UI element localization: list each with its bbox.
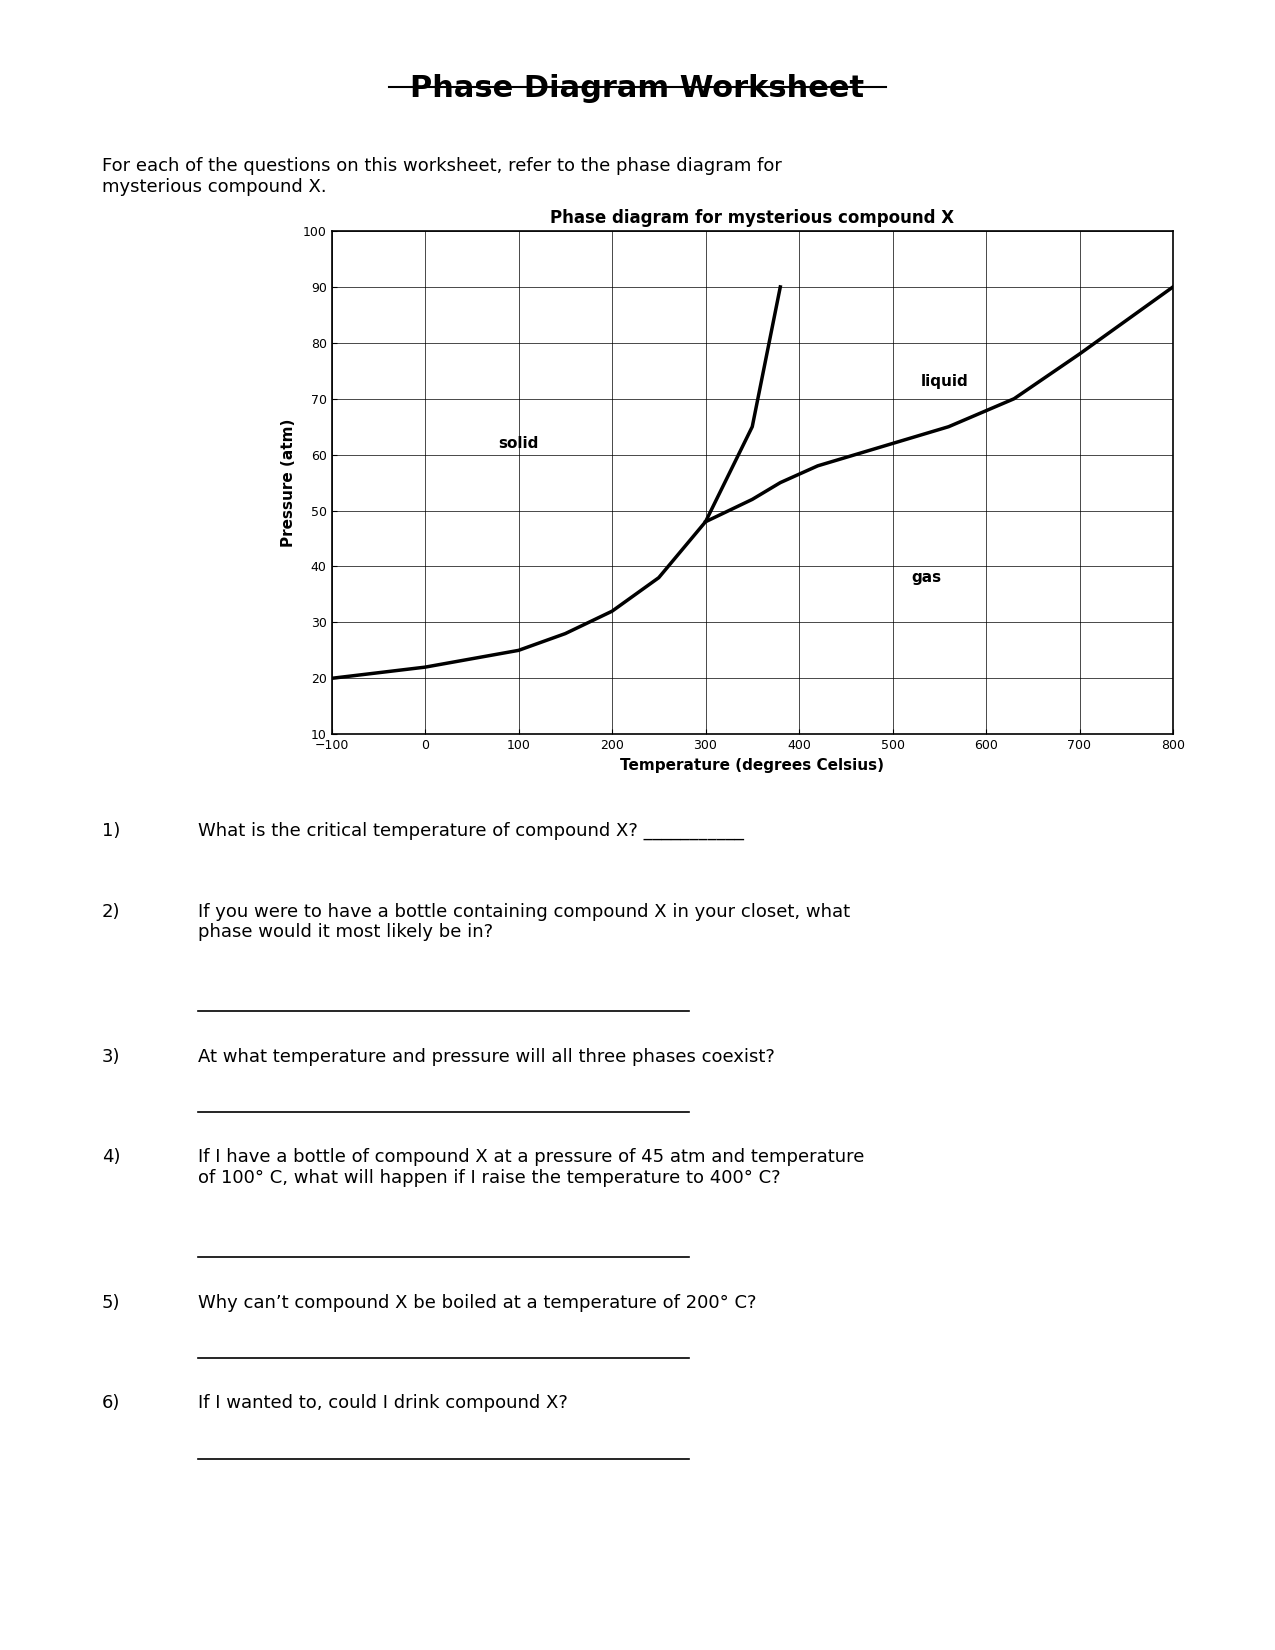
Text: What is the critical temperature of compound X? ___________: What is the critical temperature of comp… [198,822,743,840]
Y-axis label: Pressure (atm): Pressure (atm) [280,419,296,546]
Text: solid: solid [499,436,538,450]
Text: 3): 3) [102,1048,121,1066]
Title: Phase diagram for mysterious compound X: Phase diagram for mysterious compound X [551,208,954,226]
Text: At what temperature and pressure will all three phases coexist?: At what temperature and pressure will al… [198,1048,774,1066]
Text: 5): 5) [102,1294,121,1312]
Text: 2): 2) [102,903,121,921]
Text: Why can’t compound X be boiled at a temperature of 200° C?: Why can’t compound X be boiled at a temp… [198,1294,756,1312]
Text: If I have a bottle of compound X at a pressure of 45 atm and temperature
of 100°: If I have a bottle of compound X at a pr… [198,1148,864,1188]
Text: 1): 1) [102,822,120,840]
Text: For each of the questions on this worksheet, refer to the phase diagram for
myst: For each of the questions on this worksh… [102,157,782,196]
Text: liquid: liquid [921,375,968,389]
Text: 6): 6) [102,1394,120,1412]
X-axis label: Temperature (degrees Celsius): Temperature (degrees Celsius) [620,757,885,772]
Text: gas: gas [912,571,941,586]
Text: 4): 4) [102,1148,121,1167]
Text: Phase Diagram Worksheet: Phase Diagram Worksheet [411,74,864,104]
Text: If you were to have a bottle containing compound X in your closet, what
phase wo: If you were to have a bottle containing … [198,903,849,942]
Text: If I wanted to, could I drink compound X?: If I wanted to, could I drink compound X… [198,1394,567,1412]
